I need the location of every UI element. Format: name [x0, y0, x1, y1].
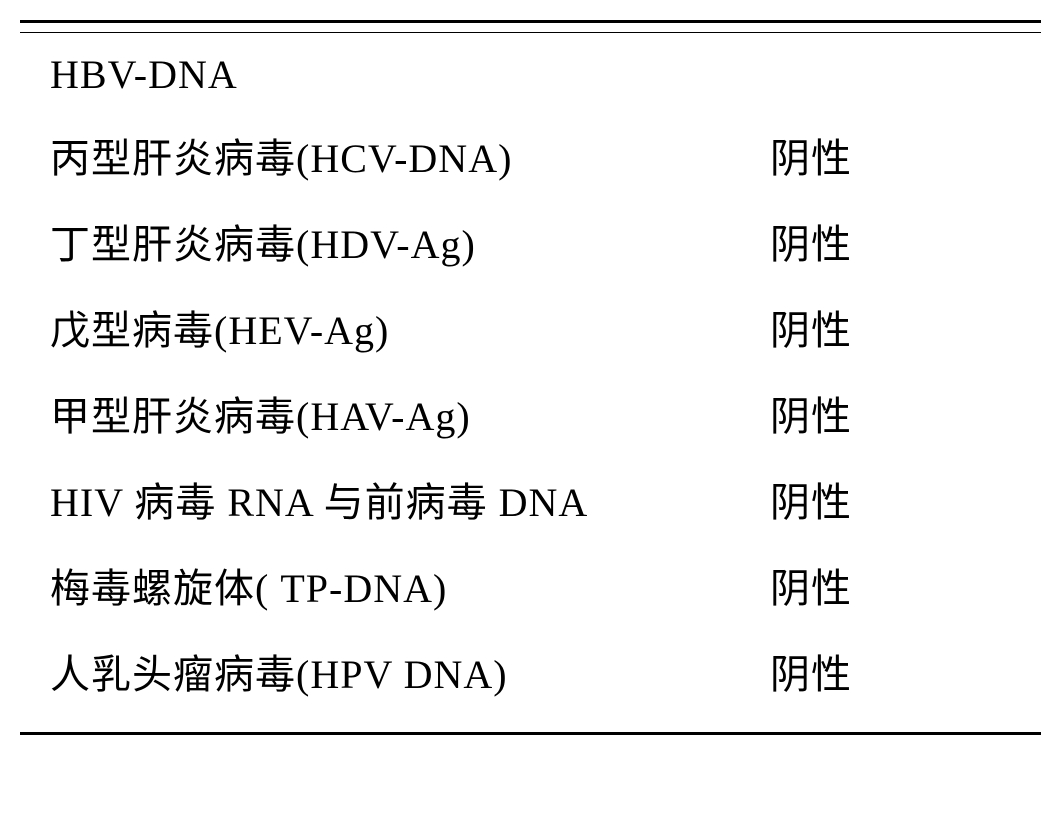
- test-name-cell: HIV 病毒 RNA 与前病毒 DNA: [50, 470, 770, 528]
- table-row: 人乳头瘤病毒(HPV DNA) 阴性: [50, 628, 1041, 714]
- test-name-cell: HBV-DNA: [50, 51, 770, 98]
- test-result-cell: 阴性: [770, 126, 852, 184]
- table-row: HIV 病毒 RNA 与前病毒 DNA 阴性: [50, 456, 1041, 542]
- test-name-cell: 人乳头瘤病毒(HPV DNA): [50, 642, 770, 700]
- table-header-separator: [20, 23, 1041, 33]
- test-result-cell: 阴性: [770, 556, 852, 614]
- table-row: 丙型肝炎病毒(HCV-DNA) 阴性: [50, 112, 1041, 198]
- table-row: 甲型肝炎病毒(HAV-Ag) 阴性: [50, 370, 1041, 456]
- test-name-cell: 丙型肝炎病毒(HCV-DNA): [50, 126, 770, 184]
- test-results-table: HBV-DNA 丙型肝炎病毒(HCV-DNA) 阴性 丁型肝炎病毒(HDV-Ag…: [20, 20, 1041, 735]
- test-result-cell: 阴性: [770, 470, 852, 528]
- test-result-cell: 阴性: [770, 384, 852, 442]
- table-row: 梅毒螺旋体( TP-DNA) 阴性: [50, 542, 1041, 628]
- test-name-cell: 梅毒螺旋体( TP-DNA): [50, 556, 770, 614]
- test-name-cell: 甲型肝炎病毒(HAV-Ag): [50, 384, 770, 442]
- test-name-cell: 丁型肝炎病毒(HDV-Ag): [50, 212, 770, 270]
- table-row: 丁型肝炎病毒(HDV-Ag) 阴性: [50, 198, 1041, 284]
- test-result-cell: 阴性: [770, 212, 852, 270]
- test-result-cell: 阴性: [770, 298, 852, 356]
- table-body: HBV-DNA 丙型肝炎病毒(HCV-DNA) 阴性 丁型肝炎病毒(HDV-Ag…: [20, 33, 1041, 732]
- table-row: HBV-DNA: [50, 51, 1041, 112]
- test-name-cell: 戊型病毒(HEV-Ag): [50, 298, 770, 356]
- test-result-cell: 阴性: [770, 642, 852, 700]
- table-row: 戊型病毒(HEV-Ag) 阴性: [50, 284, 1041, 370]
